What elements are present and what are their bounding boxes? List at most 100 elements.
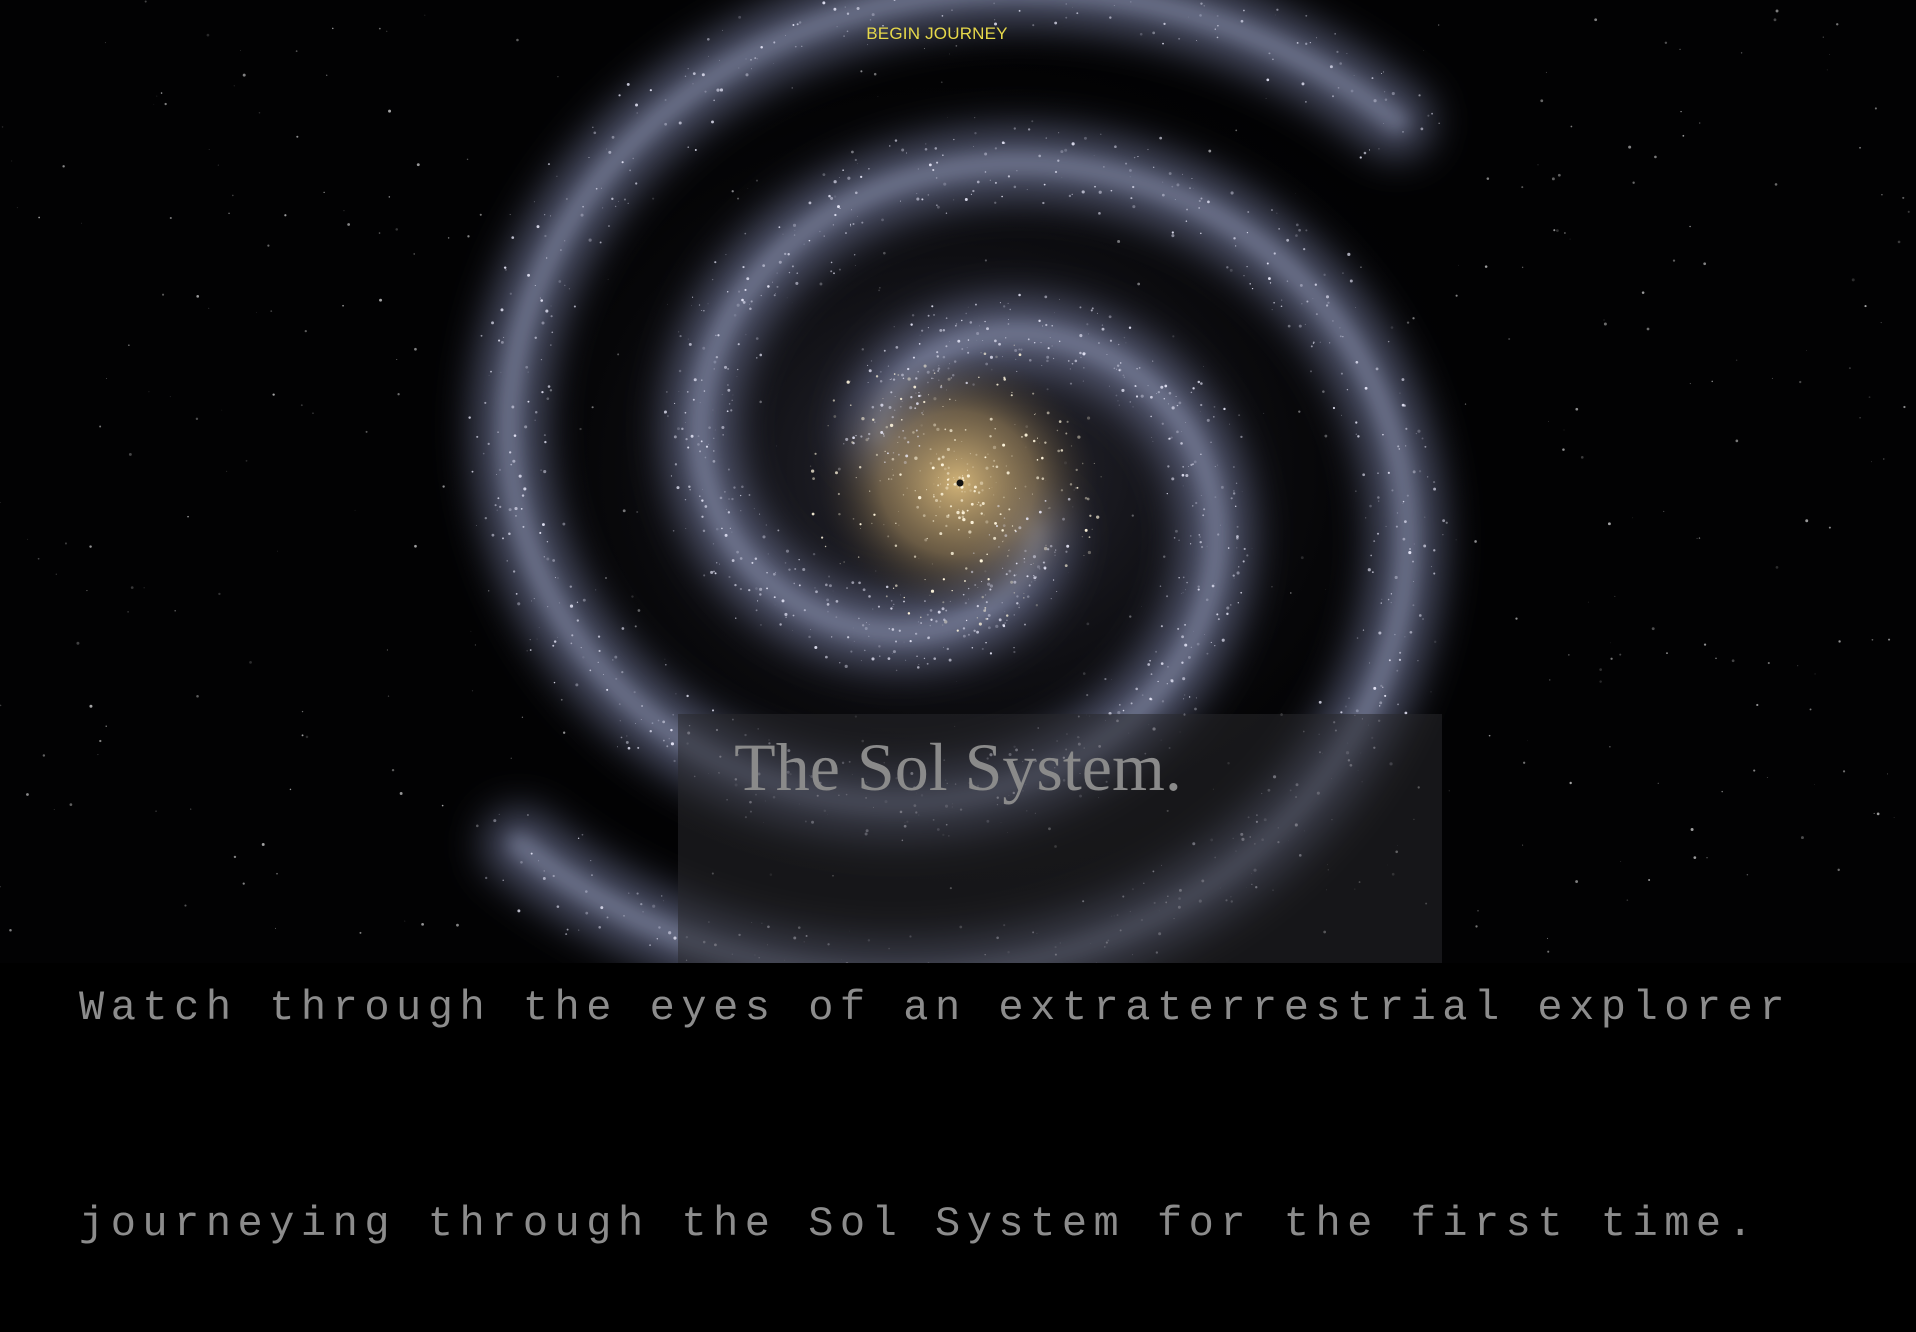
galaxy-star	[977, 605, 979, 607]
galaxy-star	[833, 8, 836, 11]
core-star	[1014, 424, 1015, 425]
galaxy-star	[1153, 167, 1154, 168]
core-star	[1041, 457, 1044, 460]
galaxy-star	[1019, 498, 1020, 499]
galaxy-star	[1310, 370, 1312, 372]
core-star	[1094, 463, 1095, 464]
galaxy-star	[963, 627, 965, 629]
galaxy-star	[776, 286, 778, 288]
galaxy-star	[554, 682, 555, 683]
galaxy-star	[1050, 545, 1053, 548]
galaxy-star	[503, 337, 504, 338]
star	[312, 412, 314, 414]
begin-journey-button[interactable]: BEGIN JOURNEY	[0, 24, 1874, 44]
galaxy-star	[708, 426, 711, 429]
galaxy-star	[1381, 602, 1382, 603]
galaxy-star	[943, 647, 944, 648]
galaxy-star	[1176, 396, 1177, 397]
galaxy-star	[802, 568, 805, 571]
core-star	[971, 503, 974, 506]
galaxy-star	[1362, 473, 1365, 476]
galaxy-star	[1378, 501, 1379, 502]
star	[1680, 111, 1681, 112]
star	[1829, 527, 1831, 529]
star	[1548, 421, 1549, 422]
galaxy-star	[598, 662, 599, 663]
galaxy-star	[1405, 637, 1406, 638]
core-star	[1003, 378, 1006, 381]
star	[467, 235, 469, 237]
galaxy-star	[798, 559, 799, 560]
sol-marker	[957, 480, 964, 487]
galaxy-star	[889, 406, 892, 409]
galaxy-star	[1217, 465, 1218, 466]
galaxy-star	[641, 719, 642, 720]
galaxy-star	[1223, 408, 1225, 410]
star	[1549, 679, 1550, 680]
galaxy-star	[1103, 166, 1105, 168]
star	[1711, 381, 1713, 383]
galaxy-star	[675, 463, 677, 465]
core-star	[922, 414, 923, 415]
galaxy-star	[694, 378, 697, 381]
galaxy-star	[946, 213, 947, 214]
galaxy-star	[539, 627, 540, 628]
galaxy-star	[933, 657, 936, 660]
galaxy-star	[1046, 137, 1047, 138]
galaxy-star	[930, 619, 932, 621]
core-star	[944, 429, 946, 431]
core-star	[945, 486, 948, 489]
core-star	[1021, 436, 1023, 438]
galaxy-star	[947, 648, 949, 650]
galaxy-star	[888, 365, 889, 366]
core-star	[1014, 592, 1016, 594]
galaxy-star	[1332, 320, 1333, 321]
galaxy-star	[724, 366, 727, 369]
galaxy-star	[535, 337, 537, 339]
core-star	[968, 483, 971, 486]
core-star	[919, 558, 920, 559]
galaxy-star	[1013, 647, 1014, 648]
galaxy-star	[1018, 526, 1021, 529]
core-star	[936, 428, 939, 431]
galaxy-star	[872, 609, 873, 610]
galaxy-star	[1151, 673, 1153, 675]
galaxy-star	[720, 88, 723, 91]
galaxy-star	[925, 148, 928, 151]
core-star	[923, 433, 925, 435]
galaxy-star	[880, 404, 883, 407]
galaxy-star	[1147, 663, 1150, 666]
galaxy-star	[1396, 526, 1398, 528]
galaxy-star	[635, 104, 638, 107]
core-star	[892, 469, 893, 470]
galaxy-star	[903, 378, 904, 379]
core-star	[970, 453, 971, 454]
core-star	[943, 578, 945, 580]
galaxy-star	[496, 474, 497, 475]
core-star	[927, 538, 928, 539]
galaxy-star	[775, 293, 776, 294]
galaxy-star	[521, 508, 523, 510]
galaxy-star	[833, 272, 835, 274]
galaxy-star	[1002, 356, 1003, 357]
galaxy-star	[931, 305, 933, 307]
core-star	[1057, 450, 1060, 453]
star	[1487, 177, 1490, 180]
core-star	[990, 418, 993, 421]
galaxy-star	[1299, 325, 1302, 328]
galaxy-star	[1200, 233, 1201, 234]
galaxy-star	[701, 379, 702, 380]
galaxy-star	[857, 216, 858, 217]
galaxy-star	[713, 460, 716, 463]
galaxy-star	[899, 436, 900, 437]
galaxy-star	[1403, 538, 1406, 541]
galaxy-star	[892, 628, 895, 631]
galaxy-star	[871, 657, 874, 660]
galaxy-star	[878, 645, 880, 647]
galaxy-star	[1005, 337, 1006, 338]
star	[54, 809, 55, 810]
galaxy-star	[1200, 454, 1201, 455]
galaxy-star	[673, 530, 675, 532]
galaxy-star	[982, 340, 983, 341]
galaxy-star	[544, 434, 546, 436]
